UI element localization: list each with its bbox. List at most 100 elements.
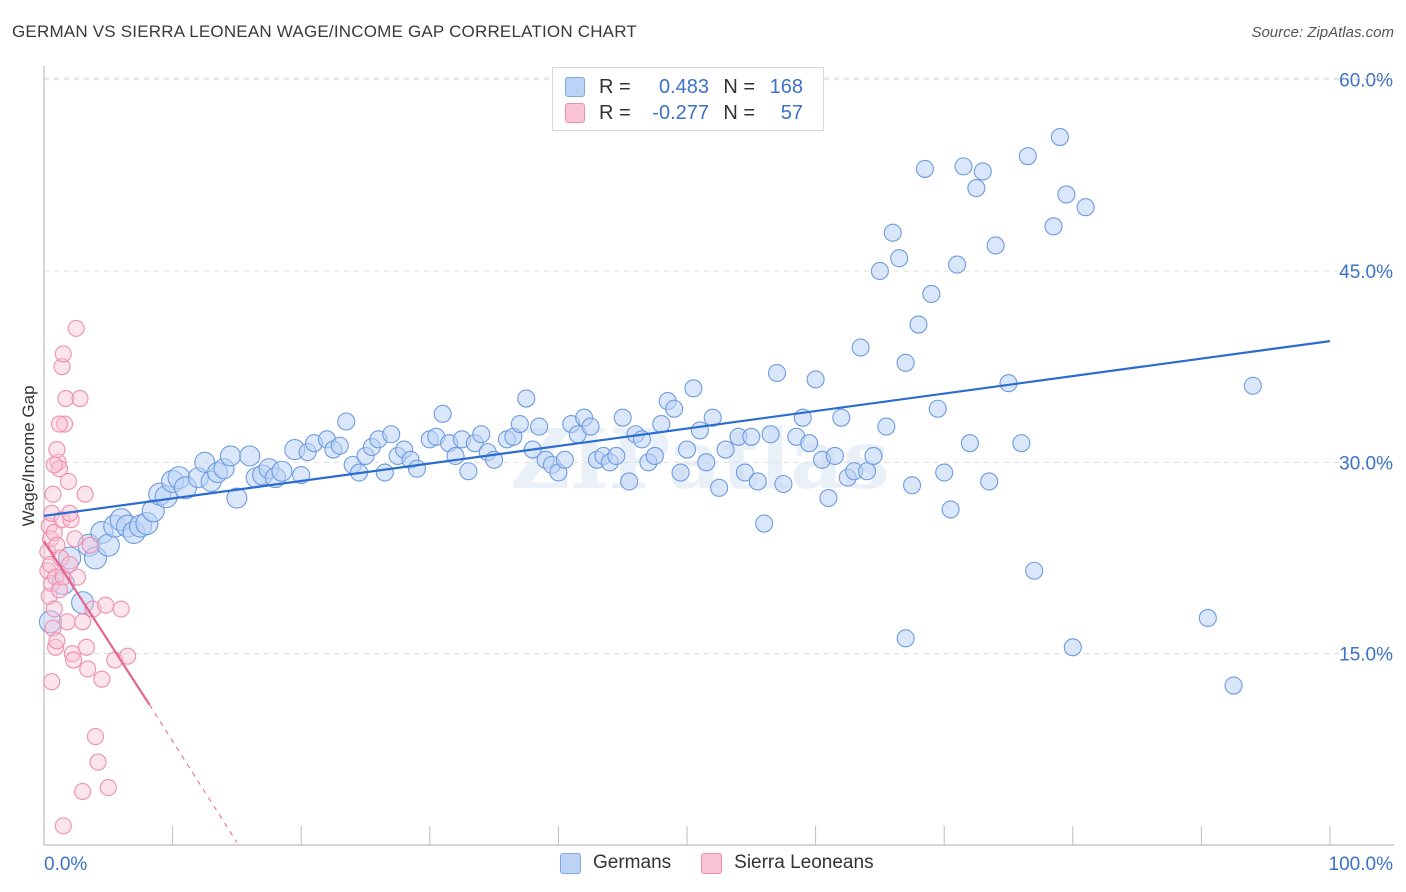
german-point bbox=[271, 460, 293, 482]
sierra-leonean-point bbox=[74, 782, 92, 800]
blue-swatch-icon bbox=[565, 77, 585, 97]
german-point bbox=[896, 353, 915, 372]
sierra-leonean-point bbox=[119, 647, 137, 665]
sierra-leonean-trend-extension bbox=[149, 704, 238, 843]
sierra-leonean-point bbox=[48, 441, 66, 459]
german-point bbox=[941, 500, 960, 519]
german-point bbox=[510, 415, 529, 434]
sierra-leonean-point bbox=[76, 485, 94, 503]
german-point bbox=[517, 389, 536, 408]
sierra-leonean-point bbox=[45, 523, 63, 542]
german-point bbox=[1243, 376, 1262, 395]
sierra-leonean-point bbox=[54, 345, 72, 363]
german-point bbox=[382, 425, 401, 444]
sierra-leonean-point bbox=[45, 456, 63, 474]
german-point bbox=[832, 408, 851, 427]
german-point bbox=[825, 446, 844, 465]
sierra-leonean-point bbox=[48, 536, 66, 554]
german-point bbox=[883, 223, 902, 242]
german-point bbox=[928, 399, 947, 418]
sierra-leonean-point bbox=[93, 670, 111, 688]
sierra-leonean-point bbox=[74, 613, 92, 631]
german-point bbox=[922, 284, 941, 303]
german-point bbox=[710, 478, 729, 497]
german-point bbox=[652, 415, 671, 434]
german-point bbox=[1063, 638, 1082, 657]
german-point bbox=[703, 408, 722, 427]
german-point bbox=[774, 474, 793, 494]
german-point bbox=[226, 487, 248, 509]
legend-item-sierra-leoneans[interactable]: Sierra Leoneans bbox=[701, 852, 874, 874]
legend-label-germans: Germans bbox=[593, 852, 672, 873]
german-trend-line bbox=[43, 340, 1331, 517]
sierra-leonean-point bbox=[50, 415, 68, 433]
german-point bbox=[613, 408, 632, 427]
german-point bbox=[407, 459, 426, 478]
german-point bbox=[857, 462, 877, 481]
german-point bbox=[620, 472, 639, 491]
y-tick-label: 30.0% bbox=[1339, 453, 1393, 474]
german-point bbox=[735, 463, 754, 482]
r-label: R = bbox=[599, 75, 631, 98]
german-point bbox=[555, 450, 574, 469]
y-tick-label: 45.0% bbox=[1339, 262, 1393, 283]
n-value: 57 bbox=[780, 101, 803, 124]
y-axis-label: Wage/Income Gap bbox=[19, 385, 38, 526]
source-label: Source: ZipAtlas.com bbox=[1251, 24, 1394, 41]
sierra-leonean-point bbox=[63, 645, 81, 663]
german-point bbox=[877, 417, 896, 436]
german-point bbox=[1044, 217, 1063, 236]
sierra-leonean-point bbox=[77, 638, 95, 656]
legend-row-sierra-leoneans: R = -0.277 N = 57 bbox=[565, 101, 803, 125]
german-point bbox=[1224, 676, 1243, 695]
sierra-leonean-point bbox=[65, 651, 83, 669]
sierra-leonean-point bbox=[86, 728, 104, 746]
german-point bbox=[697, 453, 716, 472]
sierra-leonean-point bbox=[58, 613, 76, 631]
german-point bbox=[973, 162, 992, 181]
blue-swatch-icon bbox=[560, 852, 581, 874]
german-point bbox=[806, 370, 825, 389]
german-point bbox=[607, 446, 626, 465]
german-point bbox=[1012, 434, 1031, 453]
y-tick-label: 15.0% bbox=[1339, 645, 1393, 666]
r-label: R = bbox=[599, 101, 631, 124]
german-point bbox=[677, 440, 697, 459]
sierra-leonean-point bbox=[53, 358, 71, 376]
sierra-leonean-point bbox=[47, 638, 65, 656]
german-point bbox=[896, 629, 915, 648]
german-point bbox=[690, 421, 709, 440]
german-point bbox=[864, 446, 883, 465]
n-value: 168 bbox=[769, 75, 803, 98]
german-point bbox=[902, 476, 922, 495]
n-label: N = bbox=[723, 101, 755, 124]
german-point bbox=[954, 157, 973, 176]
german-point bbox=[375, 463, 394, 482]
german-point bbox=[748, 472, 767, 491]
sierra-leonean-point bbox=[79, 660, 97, 678]
legend-item-germans[interactable]: Germans bbox=[560, 852, 671, 874]
sierra-leonean-point bbox=[68, 568, 86, 586]
sierra-leonean-point bbox=[66, 530, 84, 548]
sierra-leonean-point bbox=[97, 596, 115, 614]
x-tick-label: 100.0% bbox=[1329, 854, 1394, 875]
german-point bbox=[967, 179, 986, 198]
n-label: N = bbox=[723, 75, 755, 98]
german-point bbox=[1076, 198, 1095, 217]
german-point bbox=[665, 399, 684, 418]
german-point bbox=[581, 417, 600, 436]
sierra-leonean-point bbox=[45, 600, 63, 618]
german-point bbox=[1025, 561, 1044, 580]
german-point bbox=[800, 434, 819, 453]
sierra-leonean-point bbox=[40, 587, 58, 605]
series-legend: Germans Sierra Leoneans bbox=[560, 852, 904, 874]
sierra-leonean-point bbox=[81, 536, 99, 554]
german-point bbox=[1057, 185, 1076, 204]
german-point bbox=[446, 446, 465, 465]
german-point bbox=[909, 315, 928, 334]
y-tick-label: 60.0% bbox=[1339, 71, 1393, 92]
german-point bbox=[960, 434, 979, 453]
sierra-leonean-point bbox=[44, 485, 62, 503]
pink-swatch-icon bbox=[701, 852, 723, 874]
